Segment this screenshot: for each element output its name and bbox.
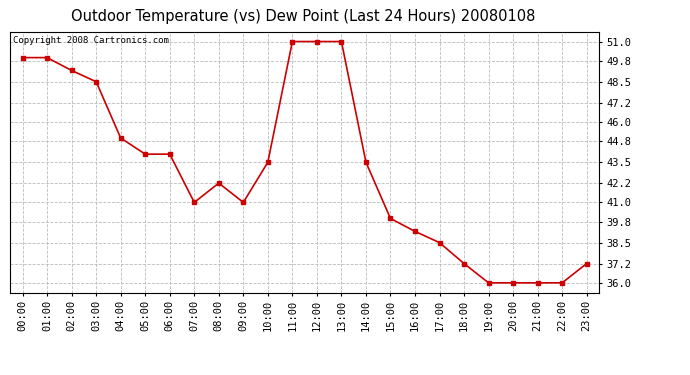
Text: Copyright 2008 Cartronics.com: Copyright 2008 Cartronics.com [13, 36, 169, 45]
Text: Outdoor Temperature (vs) Dew Point (Last 24 Hours) 20080108: Outdoor Temperature (vs) Dew Point (Last… [71, 9, 536, 24]
